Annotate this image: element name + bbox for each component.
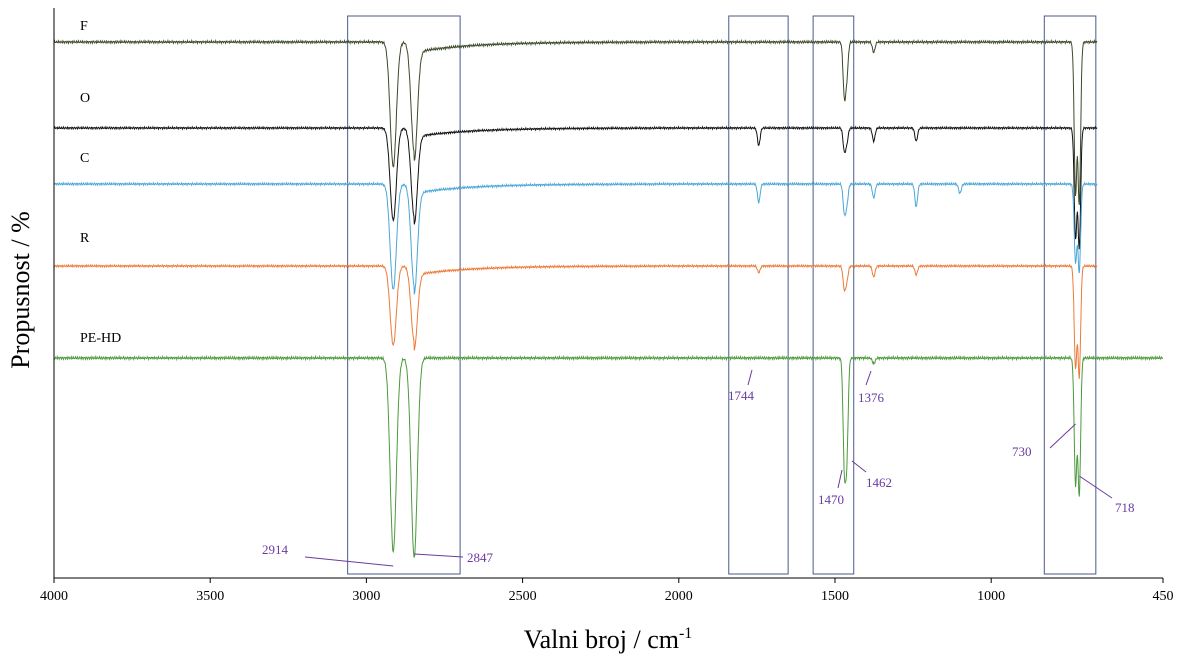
series-labels: F O C R PE-HD [80,19,121,346]
highlight-box [1043,15,1097,575]
x-tick-label: 1000 [977,589,1005,604]
x-tick-label: 2500 [509,589,537,604]
peak-leader-line [865,370,872,386]
peak-label-1462: 1462 [866,475,892,490]
x-tick-label: 450 [1153,589,1174,604]
peak-annotations: 2914 2847 1744 1376 1470 1462 730 718 [262,369,1135,567]
peak-leader-line [837,469,843,489]
spectra-traces [53,38,1164,558]
peak-leader-line [747,369,753,386]
peak-label-1470: 1470 [818,492,844,507]
peak-label-2847: 2847 [467,550,494,565]
peak-leader-line [851,460,867,473]
series-line-f [53,38,1098,205]
x-axis-title: Valni broj / cm-1 [524,625,693,654]
highlight-regions [347,15,1097,575]
series-line-pe-hd [53,354,1164,558]
series-label-r: R [80,231,90,246]
series-line-c [53,181,1098,295]
series-label-o: O [80,91,90,106]
peak-leader-line [1049,423,1076,449]
series-line-r [53,263,1098,379]
peak-label-2914: 2914 [262,542,289,557]
peak-label-1744: 1744 [728,388,755,403]
peak-label-730: 730 [1012,444,1032,459]
series-line-o [54,125,1098,250]
peak-leader-line [304,556,394,567]
peak-label-1376: 1376 [858,390,885,405]
highlight-box [812,15,855,575]
highlight-box [347,15,461,575]
x-tick-label: 3500 [196,589,224,604]
series-label-f: F [80,19,88,34]
y-axis-title: Propusnost / % [6,211,35,368]
x-tick-label: 3000 [352,589,380,604]
x-tick-label: 4000 [40,589,68,604]
x-tick-label: 1500 [821,589,849,604]
x-tick-label: 2000 [665,589,693,604]
peak-label-718: 718 [1115,500,1135,515]
series-label-c: C [80,151,89,166]
x-axis: 4000 3500 3000 2500 2000 1500 1000 450 [40,8,1174,604]
series-label-pe-hd: PE-HD [80,331,121,346]
peak-leader-line [1078,475,1113,499]
highlight-box [728,15,789,575]
peak-leader-line [414,553,464,558]
